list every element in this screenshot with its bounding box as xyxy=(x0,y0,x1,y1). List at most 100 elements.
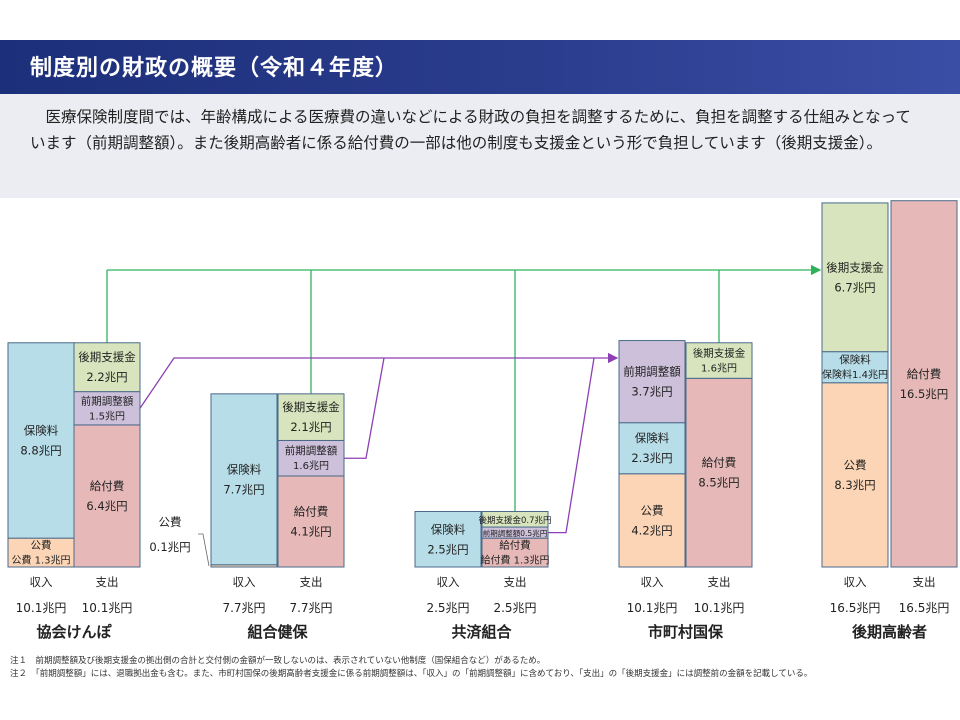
segment-category-expense-0-1: 前期調整額 xyxy=(81,394,134,407)
expense-column-label-3: 支出 xyxy=(708,575,731,589)
segment-value-expense-2-1: 前期調整額0.5兆円 xyxy=(483,528,547,538)
segment-category-income-4-1: 保険料 xyxy=(839,353,871,366)
bar-segment-expense-0-2 xyxy=(73,342,141,393)
group-name-1: 組合健保 xyxy=(247,623,308,641)
expense-total-2: 2.5兆円 xyxy=(493,601,536,615)
expense-total-3: 10.1兆円 xyxy=(694,601,745,615)
group-name-3: 市町村国保 xyxy=(648,623,724,641)
page-header: 制度別の財政の概要（令和４年度） xyxy=(0,40,960,94)
segment-value-income-4-1: 保険料1.4兆円 xyxy=(822,368,888,381)
segment-category-income-1-0-outside: 公費 xyxy=(159,515,182,529)
bar-segment-expense-2-2 xyxy=(481,511,549,528)
segment-value-income-3-0: 4.2兆円 xyxy=(631,523,672,537)
segment-value-expense-1-2: 2.1兆円 xyxy=(290,420,331,434)
bar-segment-income-3-0 xyxy=(618,473,686,568)
bar-segment-income-0-1 xyxy=(7,342,75,539)
segment-category-expense-1-2: 後期支援金 xyxy=(282,400,340,414)
segment-value-expense-0-1: 1.5兆円 xyxy=(89,410,125,422)
segment-value-income-4-0: 8.3兆円 xyxy=(834,478,875,492)
bar-segment-income-4-0 xyxy=(821,382,889,568)
bar-segment-expense-3-0 xyxy=(685,377,753,568)
segment-category-income-4-0: 公費 xyxy=(844,458,867,472)
segment-category-expense-3-1: 後期支援金 xyxy=(693,347,746,360)
segment-value-income-3-2: 3.7兆円 xyxy=(631,385,672,399)
segment-category-expense-4-0: 給付費 xyxy=(907,367,942,381)
footnote-2: 注２ 「前期調整額」には、退職拠出金も含む。また、市町村国保の後期高齢者支援金に… xyxy=(10,669,813,679)
segment-category-income-2-0: 保険料 xyxy=(431,522,466,536)
expense-column-label-4: 支出 xyxy=(913,575,936,589)
segment-value-income-2-0: 2.5兆円 xyxy=(427,542,468,556)
bar-segment-expense-1-2 xyxy=(277,393,345,441)
segment-category-income-0-0: 公費 xyxy=(31,539,52,552)
bar-segment-expense-3-1 xyxy=(685,342,753,379)
bar-segment-income-4-1 xyxy=(821,351,889,384)
income-total-0: 10.1兆円 xyxy=(16,601,67,615)
segment-value-expense-3-0: 8.5兆円 xyxy=(698,476,739,490)
segment-category-expense-1-1: 前期調整額 xyxy=(285,444,338,457)
bar-segment-expense-1-0 xyxy=(277,475,345,568)
segment-category-expense-2-0: 給付費 xyxy=(499,539,531,552)
segment-category-expense-1-0: 給付費 xyxy=(294,504,329,518)
page-title: 制度別の財政の概要（令和４年度） xyxy=(30,56,399,81)
bar-segment-income-2-0 xyxy=(414,511,482,568)
segment-category-income-1-1: 保険料 xyxy=(227,462,262,476)
segment-category-expense-0-2: 後期支援金 xyxy=(78,350,136,364)
leader-line xyxy=(198,533,210,567)
group-name-0: 協会けんぽ xyxy=(36,623,112,641)
expense-total-0: 10.1兆円 xyxy=(82,601,133,615)
group-name-4: 後期高齢者 xyxy=(851,623,927,641)
bar-segment-income-3-1 xyxy=(618,422,686,475)
expense-total-4: 16.5兆円 xyxy=(899,601,950,615)
segment-value-expense-4-0: 16.5兆円 xyxy=(900,387,949,401)
bar-segment-expense-0-0 xyxy=(73,424,141,568)
group-name-2: 共済組合 xyxy=(451,623,512,641)
expense-column-label-2: 支出 xyxy=(504,575,527,589)
bar-segment-expense-0-1 xyxy=(73,391,141,426)
segment-value-income-4-2: 6.7兆円 xyxy=(834,280,875,294)
intro-text: 医療保険制度間では、年齢構成による医療費の違いなどによる財政の負担を調整するため… xyxy=(30,108,911,152)
income-column-label-2: 収入 xyxy=(437,575,460,589)
segment-value-expense-1-1: 1.6兆円 xyxy=(293,460,329,472)
segment-category-income-3-0: 公費 xyxy=(641,503,664,517)
segment-value-expense-2-0: 給付費 1.3兆円 xyxy=(480,554,549,567)
segment-value-income-0-0: 公費 1.3兆円 xyxy=(11,554,70,567)
segment-value-expense-3-1: 1.6兆円 xyxy=(701,363,737,375)
segment-value-expense-0-2: 2.2兆円 xyxy=(86,370,127,384)
expense-column-label-1: 支出 xyxy=(300,575,323,589)
segment-value-income-0-1: 8.8兆円 xyxy=(20,443,61,457)
segment-category-income-3-1: 保険料 xyxy=(635,431,670,445)
bar-segment-income-3-2 xyxy=(618,340,686,424)
intro-panel: 医療保険制度間では、年齢構成による医療費の違いなどによる財政の負担を調整するため… xyxy=(0,94,960,198)
purple-flow-branch-2 xyxy=(548,357,595,534)
income-total-1: 7.7兆円 xyxy=(222,601,265,615)
bar-segment-income-1-1 xyxy=(210,393,278,566)
bar-segment-expense-4-0 xyxy=(890,200,958,568)
segment-category-expense-0-0: 給付費 xyxy=(90,479,125,493)
income-column-label-3: 収入 xyxy=(641,575,664,589)
footnote-1: 注１ 前期調整額及び後期支援金の拠出側の合計と交付側の金額が一致しないのは、表示… xyxy=(10,656,546,666)
expense-column-label-0: 支出 xyxy=(96,575,119,589)
segment-value-expense-0-0: 6.4兆円 xyxy=(86,499,127,513)
income-column-label-1: 収入 xyxy=(233,575,256,589)
segment-category-income-0-1: 保険料 xyxy=(24,423,59,437)
bar-segment-income-0-0 xyxy=(7,537,75,568)
segment-category-income-4-2: 後期支援金 xyxy=(826,260,884,274)
expense-total-1: 7.7兆円 xyxy=(289,601,332,615)
income-total-4: 16.5兆円 xyxy=(830,601,881,615)
segment-value-income-1-0-outside: 0.1兆円 xyxy=(149,540,190,554)
bar-segment-expense-2-0 xyxy=(481,537,549,568)
segment-value-expense-1-0: 4.1兆円 xyxy=(290,524,331,538)
purple-flow-trunk xyxy=(139,352,619,409)
segment-category-expense-3-0: 給付費 xyxy=(702,456,737,470)
income-column-label-0: 収入 xyxy=(30,575,53,589)
segment-value-income-3-1: 2.3兆円 xyxy=(631,451,672,465)
purple-flow-branch-1 xyxy=(344,357,385,459)
segment-value-expense-2-2: 後期支援金0.7兆円 xyxy=(478,515,551,526)
segment-value-income-1-1: 7.7兆円 xyxy=(223,482,264,496)
bar-segment-income-4-2 xyxy=(821,202,889,353)
footnotes: 注１ 前期調整額及び後期支援金の拠出側の合計と交付側の金額が一致しないのは、表示… xyxy=(10,655,812,681)
income-total-3: 10.1兆円 xyxy=(627,601,678,615)
income-total-2: 2.5兆円 xyxy=(426,601,469,615)
income-column-label-4: 収入 xyxy=(844,575,867,589)
